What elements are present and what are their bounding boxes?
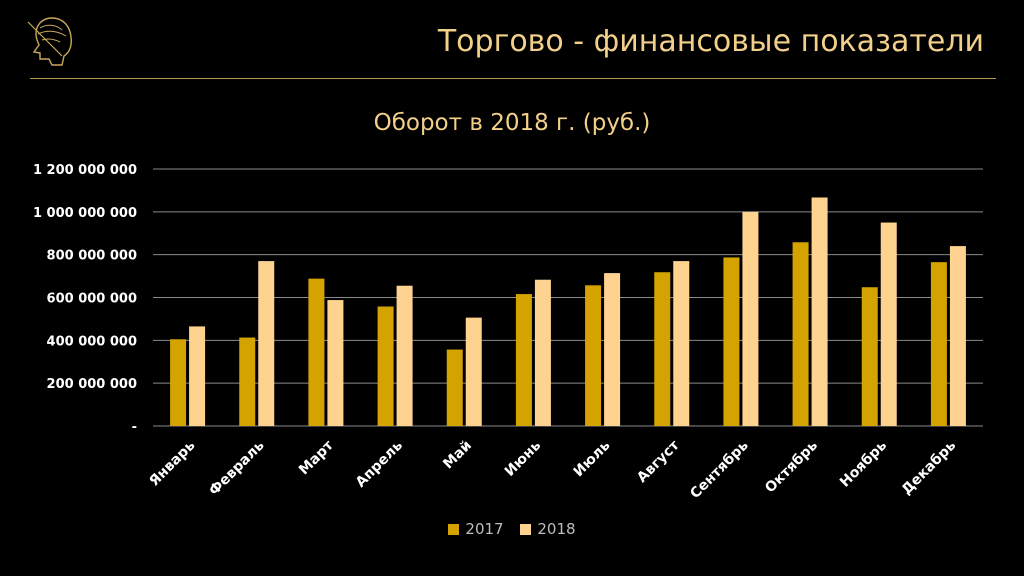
bar-2017-Май bbox=[446, 349, 463, 426]
bar-2017-Август bbox=[654, 272, 671, 426]
y-tick-label: 400 000 000 bbox=[47, 334, 137, 349]
x-tick-label: Март bbox=[296, 437, 337, 478]
bar-2018-Ноябрь bbox=[880, 222, 897, 426]
legend-swatch-2018 bbox=[520, 523, 532, 535]
bar-2018-Октябрь bbox=[811, 197, 828, 426]
bar-2018-Сентябрь bbox=[742, 211, 759, 426]
legend-swatch-2017 bbox=[448, 523, 460, 535]
bar-2017-Сентябрь bbox=[723, 257, 740, 426]
chart-legend: 2017 2018 bbox=[0, 520, 1024, 539]
title-divider bbox=[30, 78, 996, 79]
bar-2018-Апрель bbox=[396, 285, 413, 426]
bar-2017-Февраль bbox=[239, 337, 256, 426]
x-tick-label: Май bbox=[440, 438, 475, 473]
chart-title: Оборот в 2018 г. (руб.) bbox=[373, 110, 651, 136]
bar-2017-Апрель bbox=[377, 306, 394, 426]
bar-2017-Март bbox=[308, 278, 325, 426]
x-tick-label: Декабрь bbox=[899, 437, 960, 498]
bar-2017-Ноябрь bbox=[861, 287, 878, 426]
x-tick-label: Август bbox=[634, 437, 683, 486]
page-title: Торгово - финансовые показатели bbox=[437, 24, 984, 59]
bar-2017-Октябрь bbox=[792, 242, 809, 426]
legend-item-2018: 2018 bbox=[520, 520, 576, 538]
x-tick-label: Ноябрь bbox=[837, 437, 890, 490]
x-tick-label: Октябрь bbox=[762, 437, 821, 496]
x-tick-label: Февраль bbox=[206, 437, 267, 498]
bar-2017-Июнь bbox=[515, 294, 532, 426]
bar-2018-Август bbox=[673, 261, 690, 426]
y-tick-label: 800 000 000 bbox=[47, 249, 137, 264]
y-tick-label: - bbox=[132, 420, 137, 435]
legend-item-2017: 2017 bbox=[448, 520, 504, 538]
bar-2018-Декабрь bbox=[949, 246, 966, 426]
x-tick-label: Июнь bbox=[502, 437, 544, 479]
y-tick-label: 1 000 000 000 bbox=[33, 206, 137, 221]
bar-2018-Июль bbox=[604, 273, 621, 426]
bar-2018-Март bbox=[327, 300, 344, 426]
bar-2018-Февраль bbox=[258, 261, 275, 426]
x-tick-label: Июль bbox=[571, 437, 614, 480]
bar-2017-Декабрь bbox=[930, 262, 947, 426]
y-tick-label: 600 000 000 bbox=[47, 292, 137, 307]
profile-head-icon bbox=[27, 17, 72, 66]
legend-label-2018: 2018 bbox=[537, 520, 576, 538]
bar-2017-Июль bbox=[585, 285, 602, 426]
bar-2018-Июнь bbox=[534, 279, 551, 426]
x-tick-label: Апрель bbox=[353, 437, 406, 490]
legend-label-2017: 2017 bbox=[465, 520, 504, 538]
bar-2017-Январь bbox=[170, 339, 187, 426]
y-tick-label: 200 000 000 bbox=[47, 377, 137, 392]
bar-2018-Май bbox=[465, 317, 482, 426]
bar-2018-Январь bbox=[189, 326, 206, 426]
y-tick-label: 1 200 000 000 bbox=[33, 163, 137, 178]
x-tick-label: Январь bbox=[146, 437, 198, 489]
x-tick-label: Сентябрь bbox=[687, 437, 752, 502]
